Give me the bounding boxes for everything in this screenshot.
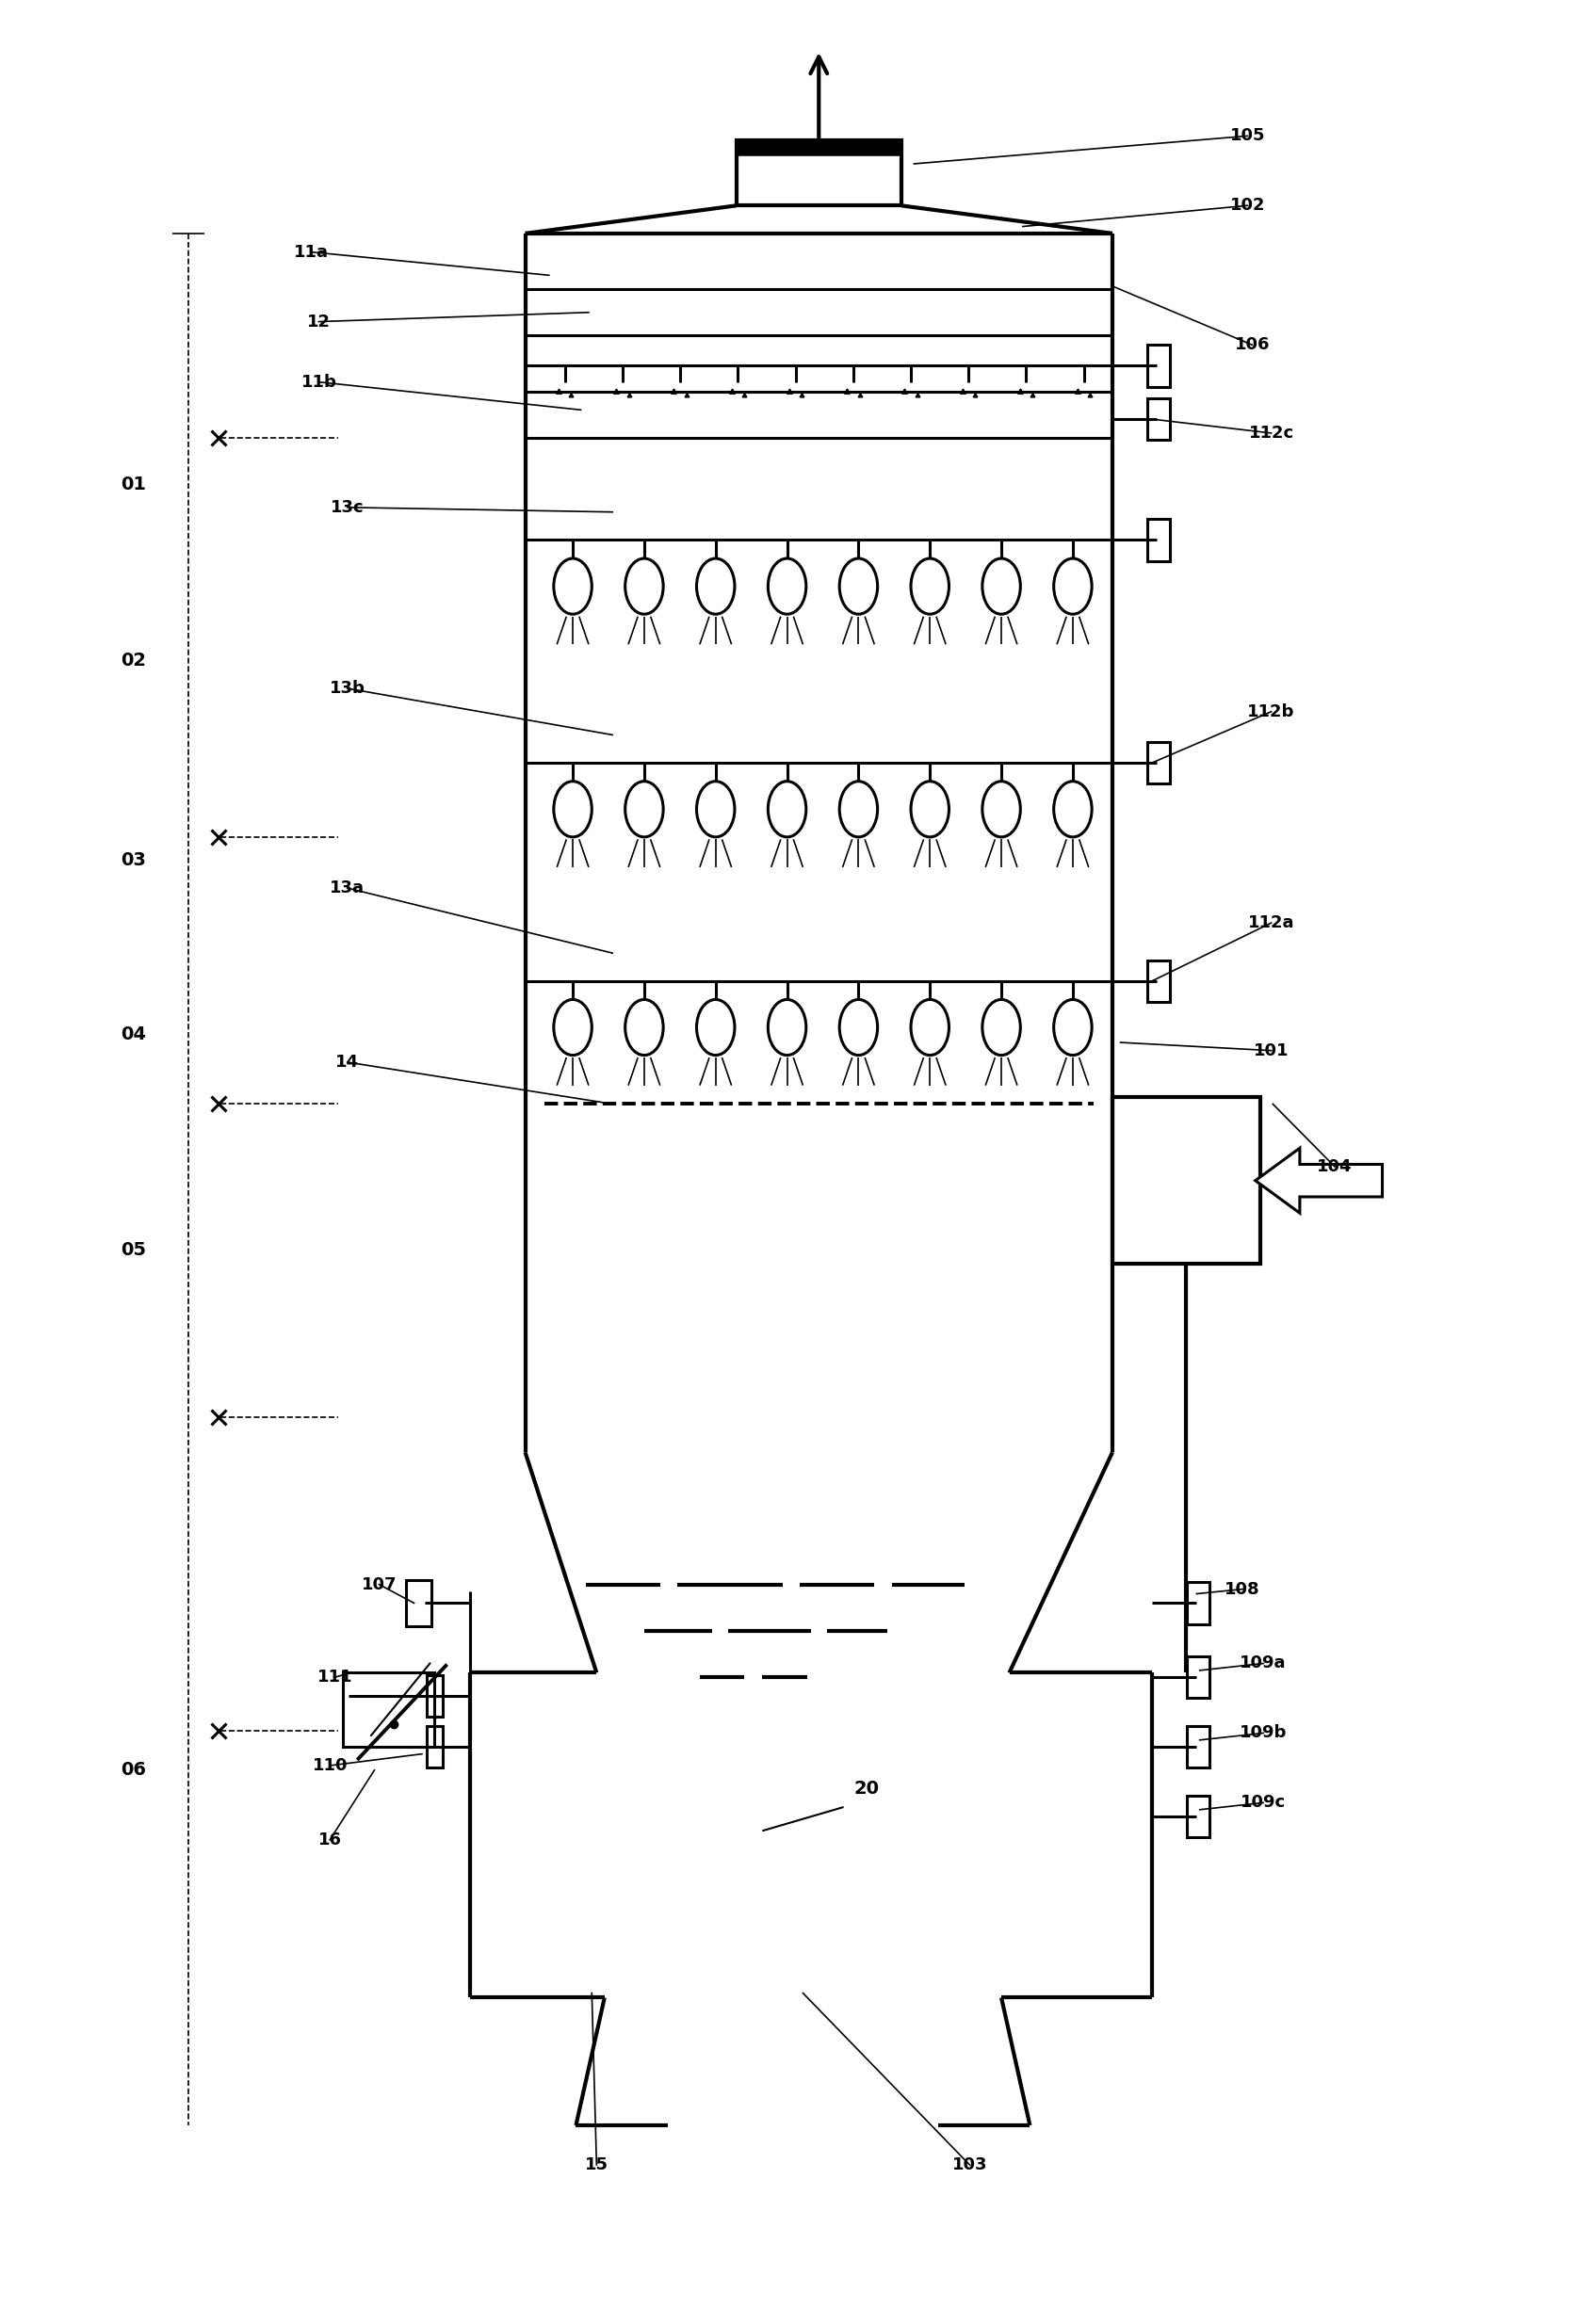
Text: 15: 15 [585,2157,609,2173]
Text: 109a: 109a [1240,1655,1286,1671]
Text: 13a: 13a [331,878,364,897]
Bar [1188,1727,1210,1769]
Bar [736,139,902,153]
Text: 13c: 13c [331,500,364,516]
Text: 04: 04 [121,1025,146,1043]
Text: 111: 111 [316,1669,353,1685]
Bar [1188,1796,1210,1838]
Text: 20: 20 [854,1780,879,1799]
Text: 06: 06 [121,1762,146,1780]
Bar [736,139,902,205]
Bar [342,1673,434,1748]
Text: 05: 05 [121,1241,146,1260]
FancyArrow shape [1256,1148,1382,1213]
Text: 110: 110 [312,1757,348,1773]
Bar [1148,397,1170,439]
Bar [525,288,1113,335]
Text: 104: 104 [1317,1157,1353,1176]
Text: 13b: 13b [329,681,366,697]
Text: 11a: 11a [294,244,328,260]
Text: 103: 103 [952,2157,987,2173]
Text: 109c: 109c [1240,1794,1286,1810]
Bar [1148,518,1170,560]
Bar [1148,960,1170,1002]
Bar [426,1727,442,1769]
Text: 101: 101 [1253,1041,1289,1060]
Bar [405,1580,431,1627]
Text: 106: 106 [1234,337,1270,353]
Text: 109b: 109b [1240,1724,1286,1741]
Text: 11b: 11b [301,374,337,390]
Text: 112a: 112a [1248,913,1294,932]
Text: 112c: 112c [1248,425,1294,442]
Bar [1113,1097,1261,1264]
Text: 102: 102 [1229,198,1266,214]
Text: 03: 03 [121,851,146,869]
Text: 108: 108 [1224,1580,1261,1597]
Bar [1148,741,1170,783]
Bar [1188,1657,1210,1699]
Text: 02: 02 [121,651,146,669]
Text: 14: 14 [335,1053,359,1071]
Text: 107: 107 [361,1576,398,1592]
Text: 01: 01 [121,474,146,493]
Bar [1188,1583,1210,1624]
Text: 112b: 112b [1248,704,1294,720]
Text: 105: 105 [1229,128,1266,144]
Bar [426,1676,442,1717]
Bar [525,390,1113,437]
Text: 12: 12 [307,314,331,330]
Text: 16: 16 [318,1831,342,1848]
Bar [1148,344,1170,386]
